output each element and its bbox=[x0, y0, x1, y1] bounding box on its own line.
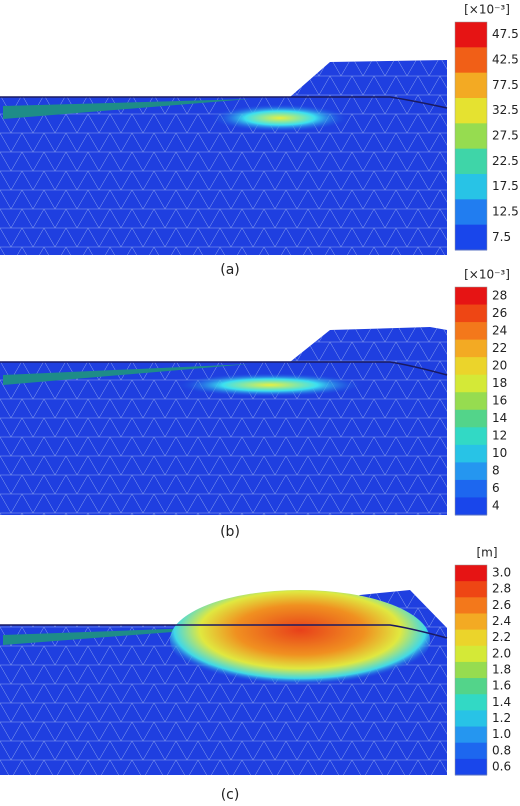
colorbar-segment bbox=[455, 645, 487, 663]
colorbar-label: 1.6 bbox=[492, 679, 511, 693]
colorbar-label: 6 bbox=[492, 481, 500, 495]
colorbar-label: 14 bbox=[492, 411, 507, 425]
colorbar-label: 3.0 bbox=[492, 566, 511, 580]
colorbar-label: 7.5 bbox=[492, 230, 511, 244]
panel-c-plot bbox=[0, 590, 448, 775]
colorbar-label: 2.0 bbox=[492, 646, 511, 660]
colorbar-segment bbox=[455, 444, 487, 463]
colorbar-label: 77.5 bbox=[492, 78, 519, 92]
panel-b-plot bbox=[0, 327, 448, 515]
colorbar-label: 18 bbox=[492, 376, 507, 390]
caption: (a) bbox=[220, 262, 240, 278]
colorbar-segment bbox=[455, 148, 487, 175]
colorbar-segment bbox=[455, 287, 487, 306]
colorbar-segment bbox=[455, 479, 487, 498]
colorbar-segment bbox=[455, 629, 487, 647]
colorbar-label: 8 bbox=[492, 464, 500, 478]
unit-label: [×10⁻³] bbox=[464, 268, 510, 282]
caption: (c) bbox=[221, 787, 240, 803]
colorbar-label: 10 bbox=[492, 446, 507, 460]
colorbar-segment bbox=[455, 199, 487, 226]
colorbar-label: 2.4 bbox=[492, 614, 511, 628]
colorbar-label: 2.2 bbox=[492, 630, 511, 644]
colorbar-label: 1.2 bbox=[492, 711, 511, 725]
colorbar-label: 26 bbox=[492, 306, 507, 320]
colorbar-segment bbox=[455, 742, 487, 760]
colorbar-segment bbox=[455, 22, 487, 48]
colorbar-segment bbox=[455, 322, 487, 341]
panel-a-plot bbox=[0, 60, 448, 255]
colorbar-label: 2.6 bbox=[492, 598, 511, 612]
colorbar-label: 12 bbox=[492, 429, 507, 443]
colorbar-frame bbox=[454, 21, 488, 251]
colorbar-segment bbox=[455, 758, 487, 776]
colorbar-label: 1.8 bbox=[492, 663, 511, 677]
colorbar-segment bbox=[455, 339, 487, 358]
colorbar-segment bbox=[455, 497, 487, 516]
colorbar-segment bbox=[455, 357, 487, 376]
colorbar-label: 22 bbox=[492, 341, 507, 355]
colorbar-label: 47.5 bbox=[492, 27, 519, 41]
colorbar-segment bbox=[455, 72, 487, 99]
colorbar-label: 28 bbox=[492, 288, 507, 302]
colorbar-segment bbox=[455, 174, 487, 200]
colorbar-frame bbox=[454, 564, 488, 776]
unit-label: [×10⁻³] bbox=[464, 3, 510, 17]
colorbar-label: 1.0 bbox=[492, 727, 511, 741]
colorbar-label: 24 bbox=[492, 323, 507, 337]
colorbar-label: 4 bbox=[492, 499, 500, 513]
colorbar-segment bbox=[455, 409, 487, 428]
colorbar-label: 42.5 bbox=[492, 53, 519, 67]
colorbar-segment bbox=[455, 123, 487, 150]
colorbar-label: 2.8 bbox=[492, 582, 511, 596]
colorbar-label: 12.5 bbox=[492, 205, 519, 219]
colorbar-segment bbox=[455, 678, 487, 695]
colorbar-label: 32.5 bbox=[492, 103, 519, 117]
colorbar-label: 1.4 bbox=[492, 695, 511, 709]
colorbar-segment bbox=[455, 710, 487, 728]
colorbar-segment bbox=[455, 694, 487, 711]
colorbar-label: 0.8 bbox=[492, 743, 511, 757]
colorbar-segment bbox=[455, 224, 487, 251]
colorbar-segment bbox=[455, 581, 487, 598]
colorbar-segment bbox=[455, 392, 487, 411]
colorbar-segment bbox=[455, 47, 487, 74]
colorbar-label: 22.5 bbox=[492, 154, 519, 168]
colorbar-segment bbox=[455, 462, 487, 481]
colorbar-segment bbox=[455, 597, 487, 614]
colorbar-segment bbox=[455, 98, 487, 124]
colorbar-label: 20 bbox=[492, 358, 507, 372]
unit-label: [m] bbox=[476, 546, 497, 560]
colorbar-segment bbox=[455, 565, 487, 582]
colorbar-frame bbox=[454, 286, 488, 516]
caption: (b) bbox=[220, 524, 240, 540]
colorbar-label: 16 bbox=[492, 394, 507, 408]
colorbar-segment bbox=[455, 304, 487, 323]
colorbar-segment bbox=[455, 726, 487, 744]
colorbar-segment bbox=[455, 427, 487, 446]
colorbar-label: 27.5 bbox=[492, 129, 519, 143]
colorbar-segment bbox=[455, 374, 487, 393]
colorbar-label: 0.6 bbox=[492, 759, 511, 773]
colorbar-label: 17.5 bbox=[492, 179, 519, 193]
colorbar-segment bbox=[455, 613, 487, 631]
colorbar-segment bbox=[455, 661, 487, 679]
